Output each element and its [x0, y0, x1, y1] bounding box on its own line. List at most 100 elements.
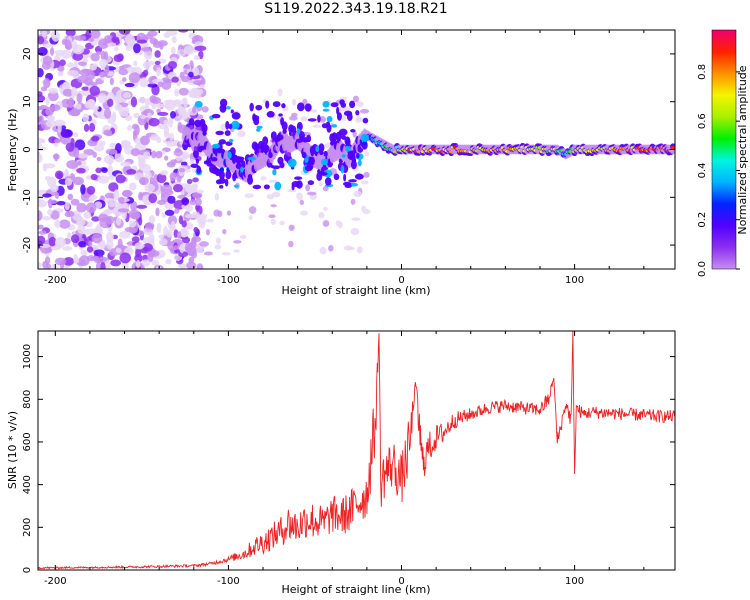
disturbance-blob	[304, 103, 312, 112]
scatter-blob	[173, 149, 183, 157]
noise-blob	[104, 64, 110, 75]
noise-blob	[151, 104, 156, 110]
noise-blob	[88, 196, 95, 202]
noise-blob	[51, 263, 58, 269]
colorbar-tick-label: 0.0	[697, 261, 708, 277]
noise-blob	[133, 43, 141, 54]
noise-blob	[78, 255, 90, 267]
noise-blob	[76, 92, 83, 103]
x-tick-label: 0	[398, 275, 404, 286]
ridge-core	[189, 124, 194, 130]
scatter-blob	[175, 155, 182, 162]
scatter-blob	[328, 245, 334, 252]
noise-blob	[141, 259, 151, 267]
noise-blob	[38, 230, 47, 235]
noise-blob	[103, 108, 112, 119]
disturbance-blob	[320, 171, 328, 176]
snr-x-axis-label: Height of straight line (km)	[281, 583, 430, 596]
noise-blob	[121, 190, 132, 197]
x-tick-label: -200	[44, 576, 67, 587]
noise-blob	[59, 84, 65, 94]
ridge-body	[225, 170, 232, 180]
noise-blob	[65, 30, 76, 37]
noise-blob	[38, 195, 43, 204]
noise-blob	[156, 136, 162, 144]
disturbance-blob	[266, 111, 275, 118]
noise-blob	[68, 97, 75, 109]
disturbance-blob	[214, 168, 221, 177]
disturbance-blob	[229, 138, 233, 143]
noise-blob	[81, 86, 90, 91]
noise-blob	[126, 168, 137, 175]
noise-blob	[38, 152, 42, 163]
disturbance-blob	[330, 124, 338, 128]
disturbance-blob	[226, 105, 231, 110]
scatter-blob	[288, 240, 294, 248]
scatter-blob	[206, 218, 214, 223]
snr-series-line	[38, 331, 675, 570]
noise-blob	[88, 240, 93, 247]
noise-blob	[193, 226, 199, 233]
disturbance-blob	[256, 125, 263, 129]
ridge-body	[318, 143, 325, 153]
noise-blob	[155, 265, 162, 269]
scatter-blob	[202, 214, 208, 220]
noise-blob	[170, 220, 176, 231]
noise-blob	[105, 148, 118, 155]
noise-blob	[98, 38, 110, 49]
disturbance-blob	[261, 144, 270, 153]
noise-blob	[179, 71, 185, 79]
noise-blob	[158, 58, 167, 64]
disturbance-blob	[347, 151, 356, 160]
scatter-blob	[292, 98, 297, 106]
scatter-blob	[221, 252, 231, 256]
noise-blob	[163, 32, 170, 39]
noise-blob	[86, 246, 94, 253]
noise-blob	[59, 219, 71, 229]
noise-blob	[85, 202, 97, 214]
noise-blob	[115, 217, 122, 226]
noise-blob	[84, 228, 96, 235]
disturbance-blob	[345, 145, 351, 152]
disturbance-blob	[198, 145, 206, 151]
disturbance-blob	[362, 117, 369, 124]
noise-blob	[169, 132, 175, 141]
noise-blob	[138, 97, 147, 104]
noise-blob	[192, 80, 204, 86]
disturbance-blob	[315, 145, 320, 153]
spectrogram-y-axis-label: Frequency (Hz)	[6, 109, 19, 192]
ridge-body	[262, 136, 269, 146]
noise-blob	[51, 30, 60, 42]
scatter-blob	[346, 246, 356, 250]
noise-blob	[38, 114, 44, 125]
noise-blob	[148, 193, 158, 204]
noise-blob	[148, 215, 156, 224]
colorbar-tick-label: 0.4	[697, 162, 708, 178]
noise-blob	[86, 81, 98, 87]
noise-blob	[127, 66, 135, 74]
noise-blob	[77, 224, 86, 234]
noise-blob	[136, 204, 148, 209]
noise-blob	[103, 154, 115, 165]
noise-blob	[38, 235, 46, 246]
noise-blob	[138, 177, 149, 186]
scatter-blob	[335, 220, 341, 227]
noise-blob	[166, 229, 173, 238]
noise-blob	[67, 62, 74, 68]
noise-blob	[183, 45, 195, 55]
disturbance-blob	[322, 108, 330, 112]
noise-blob	[156, 173, 167, 184]
disturbance-blob	[344, 184, 352, 188]
noise-blob	[71, 86, 77, 98]
scatter-blob	[351, 217, 361, 221]
noise-blob	[185, 222, 194, 230]
scatter-blob	[193, 183, 198, 190]
disturbance-blob	[230, 120, 240, 130]
noise-blob	[167, 60, 178, 70]
noise-blob	[157, 111, 169, 117]
noise-blob	[47, 199, 58, 204]
noise-blob	[117, 196, 125, 204]
disturbance-blob	[211, 113, 221, 119]
noise-blob	[45, 96, 50, 106]
noise-blob	[133, 60, 138, 67]
